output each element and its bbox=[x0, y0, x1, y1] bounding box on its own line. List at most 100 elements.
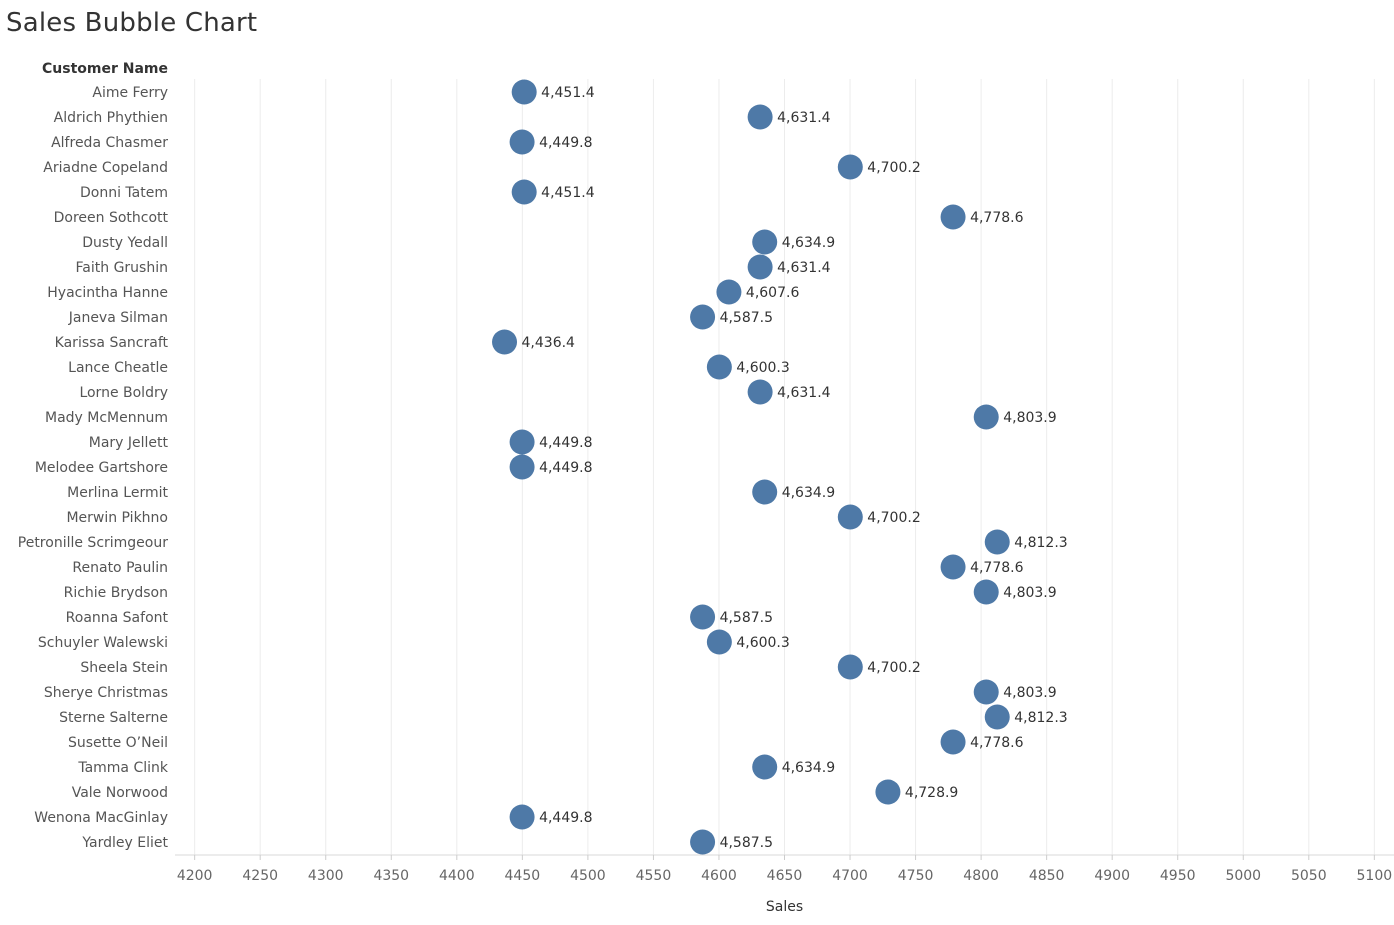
x-tick-label: 5000 bbox=[1225, 868, 1261, 884]
row-label: Sheela Stein bbox=[80, 660, 168, 676]
data-label: 4,803.9 bbox=[1003, 410, 1056, 426]
data-label: 4,812.3 bbox=[1014, 710, 1067, 726]
x-tick-label: 4500 bbox=[570, 868, 606, 884]
chart-title: Sales Bubble Chart bbox=[6, 8, 258, 38]
x-tick-label: 4900 bbox=[1094, 868, 1130, 884]
row-label: Mary Jellett bbox=[89, 435, 169, 451]
data-label: 4,587.5 bbox=[720, 310, 773, 326]
x-tick-label: 4200 bbox=[177, 868, 213, 884]
data-point[interactable] bbox=[984, 704, 1010, 730]
data-label: 4,700.2 bbox=[867, 660, 920, 676]
data-point[interactable] bbox=[706, 629, 732, 655]
data-point[interactable] bbox=[747, 379, 773, 405]
data-point[interactable] bbox=[747, 104, 773, 130]
data-label: 4,803.9 bbox=[1003, 685, 1056, 701]
data-label: 4,607.6 bbox=[746, 285, 800, 301]
row-label: Alfreda Chasmer bbox=[51, 135, 168, 151]
x-tick-label: 4850 bbox=[1029, 868, 1065, 884]
data-point[interactable] bbox=[752, 754, 778, 780]
data-point[interactable] bbox=[690, 829, 716, 855]
row-label: Richie Brydson bbox=[64, 585, 168, 601]
row-label: Dusty Yedall bbox=[82, 235, 168, 251]
data-point[interactable] bbox=[509, 804, 535, 830]
data-point[interactable] bbox=[747, 254, 773, 280]
data-label: 4,803.9 bbox=[1003, 585, 1056, 601]
x-tick-label: 4350 bbox=[373, 868, 409, 884]
row-label: Yardley Eliet bbox=[81, 835, 168, 851]
data-label: 4,700.2 bbox=[867, 160, 920, 176]
data-points bbox=[492, 79, 1010, 855]
data-point[interactable] bbox=[752, 229, 778, 255]
data-point[interactable] bbox=[690, 604, 716, 630]
data-label: 4,631.4 bbox=[777, 260, 831, 276]
data-label: 4,631.4 bbox=[777, 385, 831, 401]
row-label: Schuyler Walewski bbox=[38, 635, 168, 651]
row-label: Sherye Christmas bbox=[44, 685, 168, 701]
x-axis-title: Sales bbox=[766, 899, 803, 915]
data-label: 4,728.9 bbox=[905, 785, 958, 801]
data-label: 4,600.3 bbox=[736, 635, 789, 651]
row-label: Roanna Safont bbox=[66, 610, 169, 626]
row-label: Donni Tatem bbox=[80, 185, 168, 201]
x-tick-label: 4750 bbox=[898, 868, 934, 884]
data-label: 4,634.9 bbox=[782, 760, 835, 776]
data-label: 4,778.6 bbox=[970, 210, 1024, 226]
data-point[interactable] bbox=[509, 454, 535, 480]
row-label: Sterne Salterne bbox=[59, 710, 168, 726]
data-label: 4,449.8 bbox=[539, 135, 592, 151]
x-tick-label: 4600 bbox=[701, 868, 737, 884]
data-point[interactable] bbox=[973, 404, 999, 430]
data-point[interactable] bbox=[984, 529, 1010, 555]
data-point[interactable] bbox=[511, 179, 537, 205]
row-label: Melodee Gartshore bbox=[35, 460, 168, 476]
data-label: 4,812.3 bbox=[1014, 535, 1067, 551]
row-label: Petronille Scrimgeour bbox=[18, 535, 168, 551]
data-point[interactable] bbox=[940, 204, 966, 230]
data-point[interactable] bbox=[509, 429, 535, 455]
data-label: 4,449.8 bbox=[539, 435, 592, 451]
row-label: Aime Ferry bbox=[92, 85, 168, 101]
row-label: Merlina Lermit bbox=[67, 485, 168, 501]
row-label: Faith Grushin bbox=[76, 260, 168, 276]
x-tick-label: 4550 bbox=[636, 868, 672, 884]
row-header: Customer Name bbox=[42, 61, 168, 77]
x-axis-ticks: 4200 4250 4300 4350 4400 4450 4500 4550 4600 4650… bbox=[177, 855, 1392, 884]
data-point[interactable] bbox=[690, 304, 716, 330]
x-tick-label: 4700 bbox=[832, 868, 868, 884]
x-tick-label: 5100 bbox=[1357, 868, 1393, 884]
data-label: 4,778.6 bbox=[970, 560, 1024, 576]
data-point[interactable] bbox=[492, 329, 518, 355]
x-tick-label: 4950 bbox=[1160, 868, 1196, 884]
data-point[interactable] bbox=[940, 554, 966, 580]
data-label: 4,634.9 bbox=[782, 235, 835, 251]
data-label: 4,587.5 bbox=[720, 610, 773, 626]
data-point[interactable] bbox=[837, 504, 863, 530]
data-label: 4,449.8 bbox=[539, 810, 592, 826]
row-label: Wenona MacGinlay bbox=[34, 810, 168, 826]
data-point[interactable] bbox=[837, 154, 863, 180]
data-point[interactable] bbox=[509, 129, 535, 155]
data-point[interactable] bbox=[837, 654, 863, 680]
data-point[interactable] bbox=[752, 479, 778, 505]
data-point[interactable] bbox=[716, 279, 742, 305]
data-point[interactable] bbox=[875, 779, 901, 805]
data-point[interactable] bbox=[940, 729, 966, 755]
row-label: Janeva Silman bbox=[68, 310, 168, 326]
data-label: 4,700.2 bbox=[867, 510, 920, 526]
data-label: 4,631.4 bbox=[777, 110, 831, 126]
data-point[interactable] bbox=[973, 579, 999, 605]
data-label: 4,451.4 bbox=[541, 185, 595, 201]
x-tick-label: 4450 bbox=[505, 868, 541, 884]
data-point[interactable] bbox=[706, 354, 732, 380]
row-label: Merwin Pikhno bbox=[66, 510, 168, 526]
data-point[interactable] bbox=[511, 79, 537, 105]
data-label: 4,451.4 bbox=[541, 85, 595, 101]
data-point[interactable] bbox=[973, 679, 999, 705]
row-label: Ariadne Copeland bbox=[43, 160, 168, 176]
data-labels: 4,451.4 4,631.4 4,449.8 4,700.2 4,451.4 4,778… bbox=[522, 85, 1068, 851]
row-label: Hyacintha Hanne bbox=[47, 285, 168, 301]
data-label: 4,436.4 bbox=[522, 335, 576, 351]
x-tick-label: 4300 bbox=[308, 868, 344, 884]
row-label: Vale Norwood bbox=[72, 785, 168, 801]
